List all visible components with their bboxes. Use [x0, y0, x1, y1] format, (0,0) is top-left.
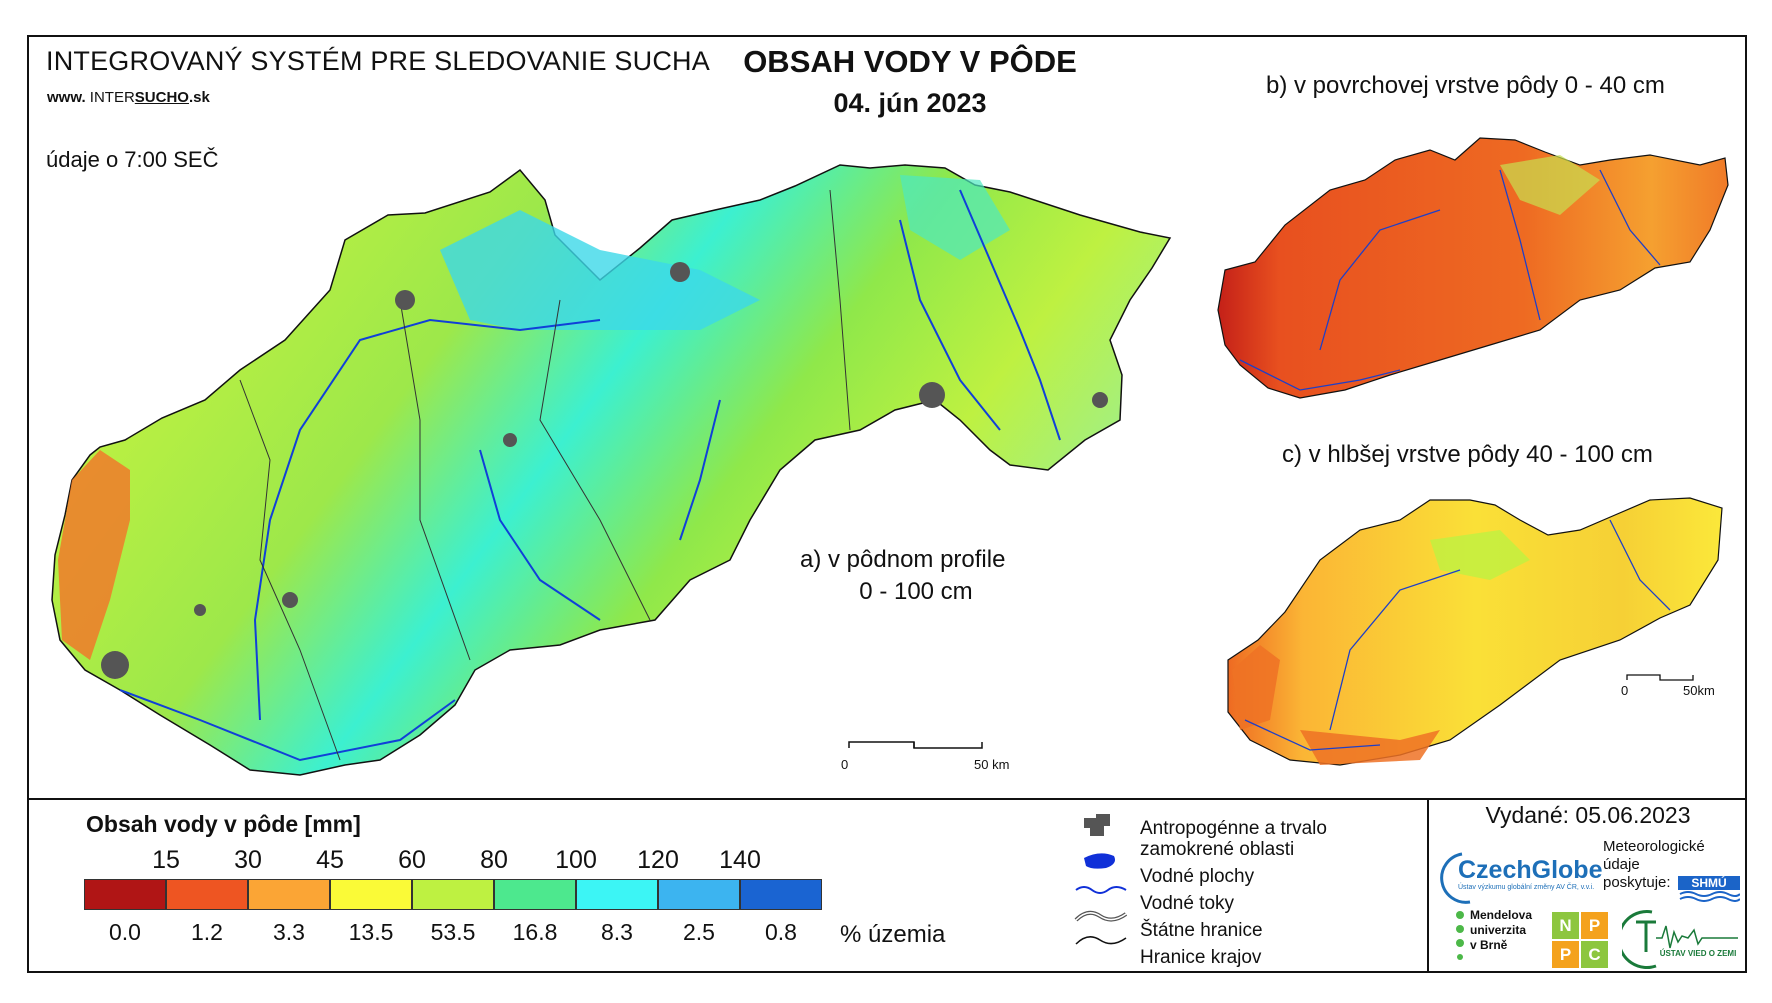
legend-divider: [27, 798, 1747, 800]
legend-bin-4: [412, 879, 494, 910]
legend-bin-8: [740, 879, 822, 910]
www-prefix: www.: [47, 89, 86, 106]
legend-threshold-3: 60: [398, 846, 426, 874]
anthropogenic-areas-map-a: [101, 262, 1108, 679]
slovakia-map-a: [51, 164, 1172, 776]
legend-water-streams: Vodné toky: [1140, 893, 1235, 914]
legend-percent-6: 8.3: [601, 919, 633, 945]
meteo-line1: Meteorologické: [1603, 838, 1705, 855]
meteo-line2: údaje: [1603, 856, 1640, 873]
legend-state-borders: Štátne hranice: [1140, 920, 1263, 941]
www-suffix: .sk: [188, 89, 210, 106]
state-border-icon-inner: [1075, 912, 1127, 921]
map-date: 04. jún 2023: [833, 88, 987, 118]
issued-date: Vydané: 05.06.2023: [1485, 802, 1691, 828]
legend-threshold-1: 30: [234, 846, 262, 874]
rivers-map-b: [1239, 169, 1661, 391]
legend-threshold-6: 120: [637, 846, 679, 874]
legend-anthropogenic-line2: zamokrené oblasti: [1140, 839, 1295, 860]
mendel-line2: univerzita: [1470, 923, 1527, 937]
map-a-soil-profile: [51, 137, 1729, 776]
map-c-label: c) v hlbšej vrstve pôdy 40 - 100 cm: [1282, 441, 1653, 468]
nppc-p2: P: [1552, 941, 1579, 968]
www-sucho: SUCHO: [134, 89, 189, 106]
meteo-line3: poskytuje:: [1603, 874, 1671, 891]
mendel-line3: v Brně: [1470, 938, 1508, 952]
legend-percent-1: 1.2: [191, 919, 223, 945]
slovakia-map-b: [1217, 137, 1729, 399]
legend-threshold-0: 15: [152, 846, 180, 874]
nppc-n: N: [1552, 912, 1579, 939]
legend-threshold-7: 140: [719, 846, 761, 874]
wetter-zone-map-b: [1500, 155, 1600, 215]
wetter-zone-map-c: [1430, 530, 1530, 580]
page-title: OBSAH VODY V PÔDE: [743, 44, 1077, 79]
scale-c-zero: 0: [1621, 683, 1629, 698]
wet-zone-northeast: [900, 175, 1010, 260]
legend-threshold-4: 80: [480, 846, 508, 874]
www-inter: INTER: [89, 89, 135, 106]
meteo-provider-text: Meteorologické údaje poskytuje:: [1603, 838, 1705, 892]
scale-bar-map-a: [848, 741, 983, 749]
uvz-logo-text: ÚSTAV VIED O ZEMI: [1660, 949, 1737, 958]
dry-zone-map-c: [1232, 645, 1440, 765]
scale-a-zero: 0: [841, 757, 849, 772]
legend-percent-7: 2.5: [683, 919, 715, 945]
legend-bin-1: [166, 879, 248, 910]
shmu-logo[interactable]: SHMÚ: [1678, 870, 1740, 902]
legend-anthropogenic-line1: Antropogénne a trvalo: [1140, 818, 1327, 839]
nppc-p1: P: [1581, 912, 1608, 939]
footer-divider: [1427, 798, 1429, 973]
data-time: údaje o 7:00 SEČ: [46, 147, 219, 172]
legend-percent-2: 3.3: [273, 919, 305, 945]
legend-title: Obsah vody v pôde [mm]: [86, 811, 361, 837]
legend-percent-0: 0.0: [109, 919, 141, 945]
scale-a-end: 50 km: [974, 757, 1010, 772]
map-a-depth-label: 0 - 100 cm: [859, 578, 973, 605]
legend-bin-6: [576, 879, 658, 910]
mendel-logo-dots: [1456, 911, 1464, 960]
percent-unit-label: % územia: [840, 921, 946, 948]
legend-water-bodies: Vodné plochy: [1140, 866, 1255, 887]
legend-percent-4: 53.5: [430, 919, 476, 945]
czechglobe-logo[interactable]: [1440, 848, 1596, 904]
website-link[interactable]: www. INTERSUCHO.sk: [47, 89, 210, 106]
legend-bin-5: [494, 879, 576, 910]
map-a-label: a) v pôdnom profile: [800, 546, 1006, 573]
wet-zone-north: [440, 210, 760, 330]
legend-region-borders: Hranice krajov: [1140, 947, 1262, 968]
legend-bin-0: [84, 879, 166, 910]
legend-bin-2: [248, 879, 330, 910]
legend-percent-3: 13.5: [348, 919, 394, 945]
map-b-label: b) v povrchovej vrstve pôdy 0 - 40 cm: [1266, 72, 1665, 99]
legend-bin-3: [330, 879, 412, 910]
rivers-map-c: [1244, 519, 1671, 751]
mendel-university-logo[interactable]: Mendelova univerzita v Brně: [1470, 908, 1532, 953]
scale-c-end: 50km: [1683, 683, 1715, 698]
czechglobe-logo-subtitle: Ústav výzkumu globální změny AV ČR, v.v.…: [1458, 884, 1595, 891]
legend-bin-7: [658, 879, 740, 910]
system-title: INTEGROVANÝ SYSTÉM PRE SLEDOVANIE SUCHA: [46, 46, 710, 76]
rivers-map-a: [119, 189, 1061, 762]
symbol-legend-icons: [1074, 814, 1128, 945]
uvz-logo[interactable]: ÚSTAV VIED O ZEMI: [1622, 908, 1740, 970]
shmu-logo-text: SHMÚ: [1691, 875, 1726, 890]
scale-bar-map-c: [1626, 674, 1694, 681]
legend-percent-5: 16.8: [512, 919, 558, 945]
legend-threshold-2: 45: [316, 846, 344, 874]
czechglobe-logo-text: CzechGlobe: [1458, 856, 1603, 884]
nppc-c: C: [1581, 941, 1608, 968]
anthropogenic-area-icon: [1084, 814, 1110, 836]
water-body-icon: [1084, 853, 1115, 869]
region-border-icon: [1075, 936, 1127, 945]
legend-percent-8: 0.8: [765, 919, 797, 945]
dry-zone-west: [58, 450, 130, 660]
nppc-logo[interactable]: N P P C: [1552, 912, 1608, 968]
legend-threshold-5: 100: [555, 846, 597, 874]
mendel-line1: Mendelova: [1470, 908, 1533, 922]
map-frame: [27, 35, 1747, 973]
region-borders-map-a: [239, 189, 851, 761]
water-stream-icon: [1075, 886, 1127, 894]
